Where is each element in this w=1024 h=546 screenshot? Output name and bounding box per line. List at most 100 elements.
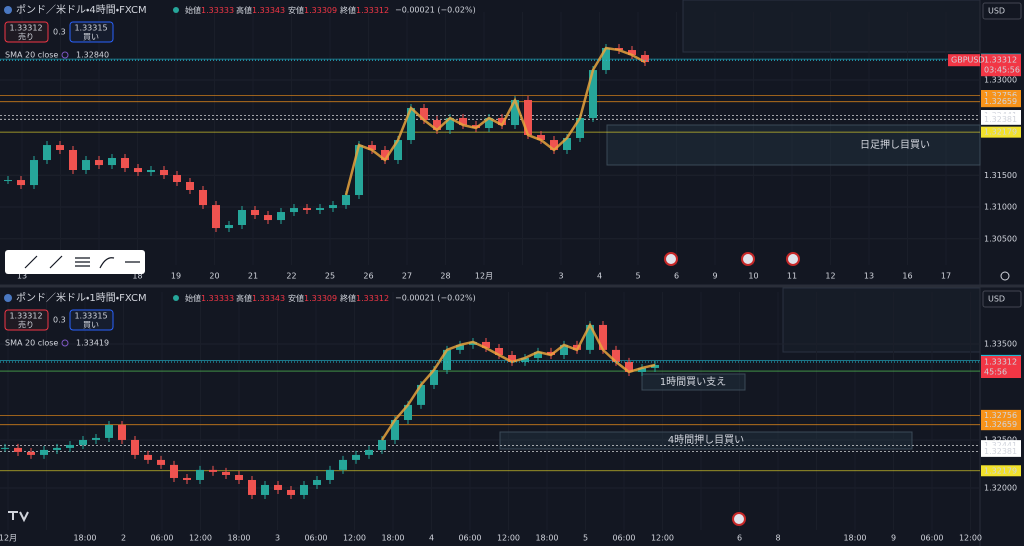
candle [300,484,308,495]
candle [303,208,311,211]
x-tick-label: 10 [748,272,758,281]
x-tick-label: 12月 [0,534,17,543]
x-tick-label: 18:00 [843,534,866,543]
annotation-box [499,431,913,450]
candle [40,449,48,455]
x-tick-label: 06:00 [920,534,943,543]
sell-button[interactable] [4,309,49,331]
trend-line [344,46,646,196]
candle [212,205,220,229]
candle [482,341,490,348]
event-flags [664,252,800,526]
event-flag [741,252,755,266]
buy-label: 買い [83,321,99,330]
sell-label: 売り [18,320,34,330]
candle [121,157,129,169]
candle [183,477,191,480]
level-label-box [981,465,1021,477]
candle [599,324,607,350]
candle [368,145,376,150]
candle [199,190,207,206]
candle [56,145,64,150]
candle [628,50,636,55]
x-tick-label: 12:00 [651,534,674,543]
candle [339,459,347,470]
x-tick-label: 16 [902,272,912,281]
x-tick-label: 21 [248,272,258,281]
candle [290,208,298,213]
level-label: 1.32659 [984,97,1017,106]
x-tick-label: 9 [712,272,717,281]
candle [586,324,594,350]
level-label-box [981,419,1021,431]
ohlc-item: 安値1.33309 [288,293,337,303]
x-tick-label: 20 [209,272,219,281]
level-label: 1.32756 [984,411,1017,420]
level-label: 1.32179 [984,466,1017,475]
x-tick-label: 8 [775,534,780,543]
x-tick-label: 3 [275,534,280,543]
symbol-icon [4,6,12,14]
candle [95,160,103,166]
candle [186,181,194,191]
currency-button[interactable] [982,290,1022,308]
sell-button[interactable] [4,21,49,43]
level-label: 1.32756 [984,91,1017,100]
candle [92,437,100,440]
candle [1,447,9,449]
x-tick-label: 25 [325,272,335,281]
ohlc-value: 1.33333 [201,6,234,15]
ohlc-label: 終値 [340,293,356,303]
level-label-box [981,113,1021,125]
x-tick-label: 4 [597,272,602,281]
buy-button[interactable] [69,309,114,331]
candle [313,479,321,485]
x-tick-label: 5 [635,272,640,281]
spread: 0.3 [53,316,66,325]
candle [433,120,441,130]
currency-button[interactable] [982,2,1022,20]
ohlc-value: 1.33312 [356,6,389,15]
trend-line [380,322,656,441]
x-tick-label: 06:00 [150,534,173,543]
ohlc-label: 高値 [236,5,252,15]
ohlc-item: 終値1.33312 [340,5,389,15]
symbol-icon [4,294,12,302]
candle [638,367,646,372]
ohlc-item: 終値1.33312 [340,293,389,303]
drawing-toolbar[interactable] [5,250,145,274]
level-label: 1.32441 [984,441,1017,450]
x-tick-label: 5 [583,534,588,543]
candle [160,169,168,176]
candle [563,137,571,150]
candle [238,210,246,225]
candle [641,54,649,63]
x-tick-label: 06:00 [304,534,327,543]
candle [560,344,568,356]
candle [394,140,402,161]
candle [508,355,516,362]
currency: USD [988,7,1005,16]
candle [589,70,597,118]
ohlc-label: 始値 [185,293,201,303]
candle [521,357,529,362]
candle [170,464,178,478]
level-label-box [981,96,1021,108]
settings-icon[interactable] [1000,271,1010,281]
candle [550,140,558,150]
candle [69,149,77,170]
sma-icon [61,339,69,347]
candle [378,439,386,450]
level-label: 1.32659 [984,420,1017,429]
status-dot [173,295,179,301]
candle [277,212,285,221]
candle [459,117,467,126]
x-tick-label: 12:00 [959,534,982,543]
candle [612,349,620,362]
candle [365,449,373,455]
candle [222,471,230,475]
buy-button[interactable] [69,21,114,43]
x-tick-label: 18:00 [535,534,558,543]
